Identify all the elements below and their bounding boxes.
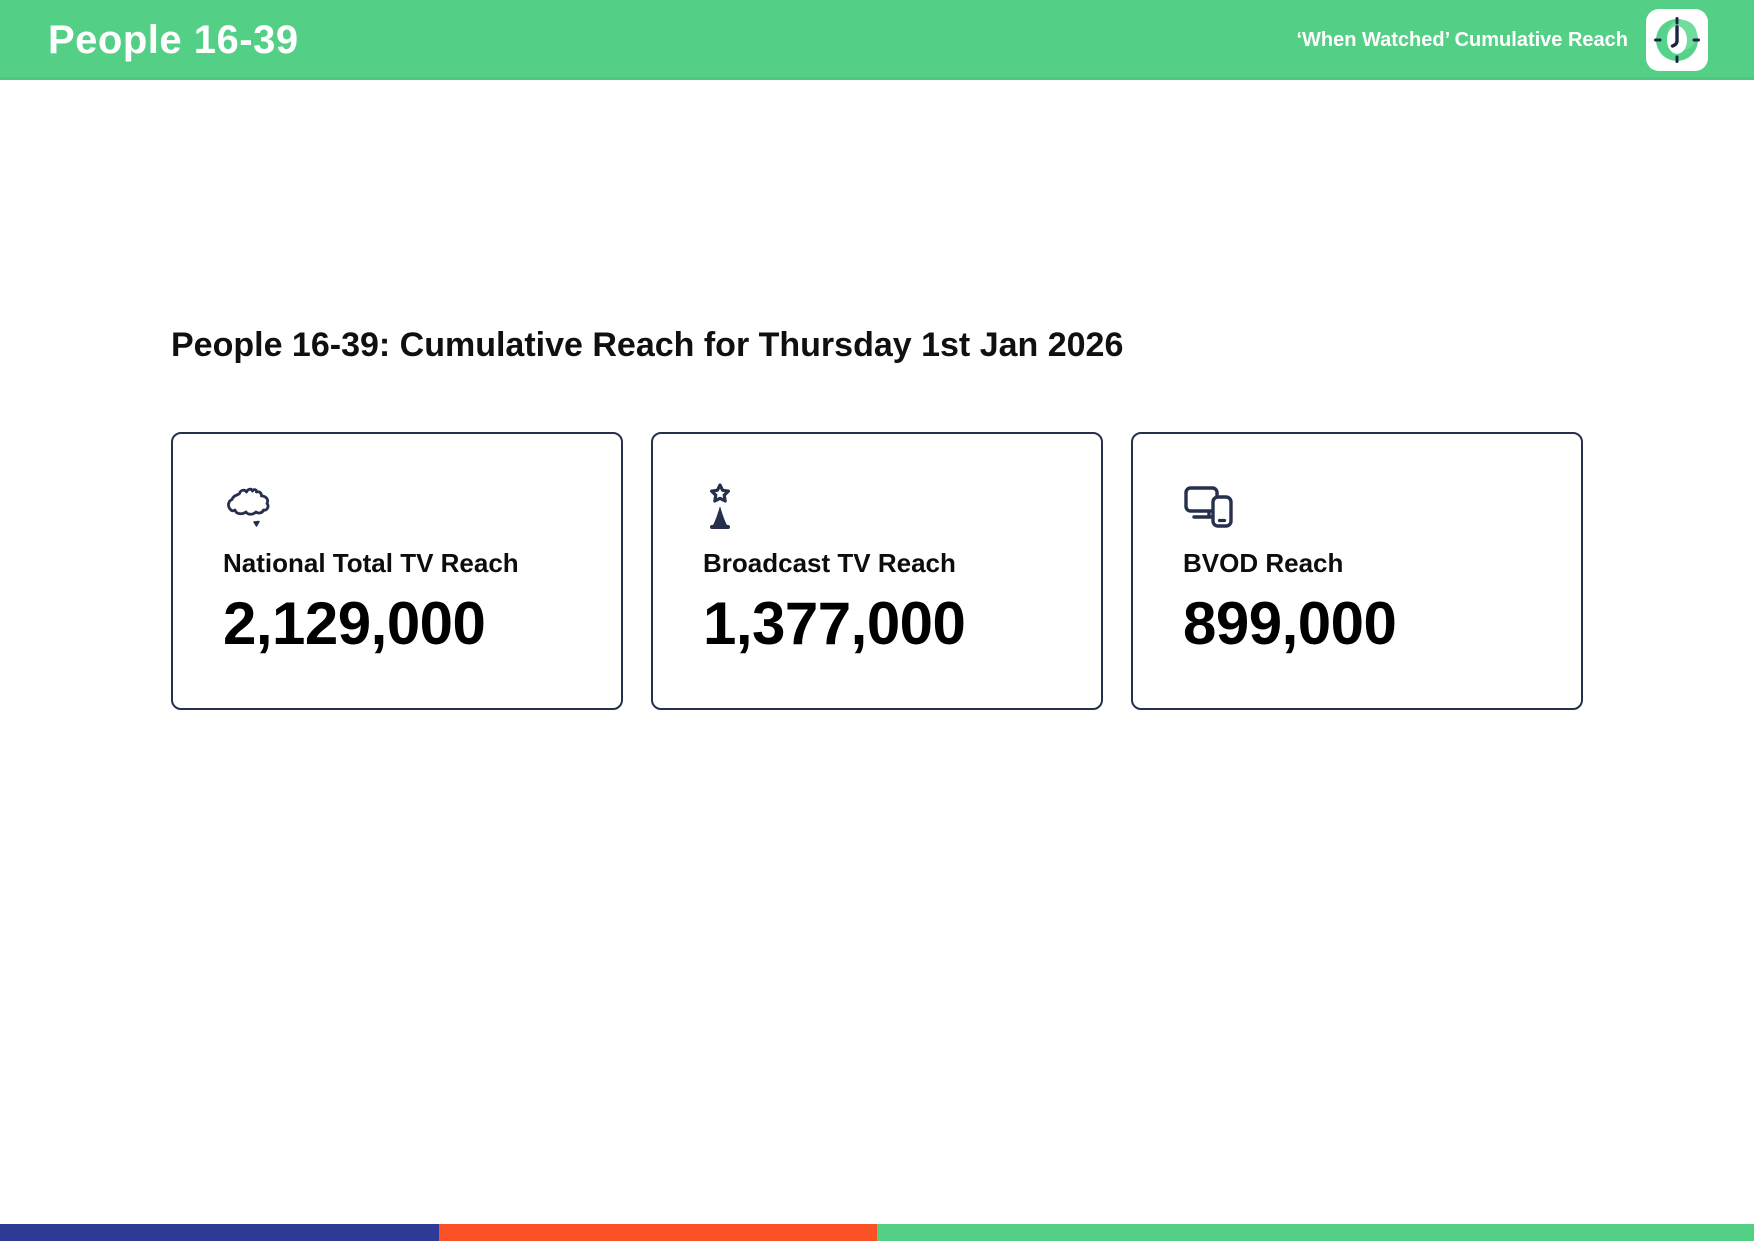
tv-and-phone-devices-icon bbox=[1183, 482, 1561, 534]
footer-segment-orange bbox=[438, 1224, 877, 1241]
header-bar: People 16-39 ‘When Watched’ Cumulative R… bbox=[0, 0, 1754, 80]
clock-icon bbox=[1646, 9, 1708, 71]
broadcast-tower-icon bbox=[703, 482, 1081, 534]
main-content: People 16-39: Cumulative Reach for Thurs… bbox=[0, 325, 1754, 710]
footer-segment-green bbox=[877, 1224, 1754, 1241]
footer-segment-blue bbox=[0, 1224, 439, 1241]
card-national-total-tv-reach: National Total TV Reach 2,129,000 bbox=[171, 431, 623, 710]
header-right-group: ‘When Watched’ Cumulative Reach bbox=[1296, 9, 1708, 71]
section-heading: People 16-39: Cumulative Reach for Thurs… bbox=[171, 326, 1124, 364]
kpi-cards-row: National Total TV Reach 2,129,000 Broadc… bbox=[171, 431, 1583, 710]
header-subtitle: ‘When Watched’ Cumulative Reach bbox=[1296, 28, 1628, 51]
card-bvod-reach: BVOD Reach 899,000 bbox=[1131, 431, 1583, 710]
card-value: 1,377,000 bbox=[703, 589, 966, 657]
australia-map-icon bbox=[223, 482, 601, 534]
card-broadcast-tv-reach: Broadcast TV Reach 1,377,000 bbox=[651, 431, 1103, 710]
footer-color-bar bbox=[0, 1224, 1754, 1241]
card-label: Broadcast TV Reach bbox=[703, 547, 956, 578]
card-value: 2,129,000 bbox=[223, 589, 486, 657]
card-label: National Total TV Reach bbox=[223, 547, 519, 578]
card-value: 899,000 bbox=[1183, 589, 1397, 657]
page-title: People 16-39 bbox=[48, 17, 299, 62]
card-label: BVOD Reach bbox=[1183, 547, 1344, 578]
